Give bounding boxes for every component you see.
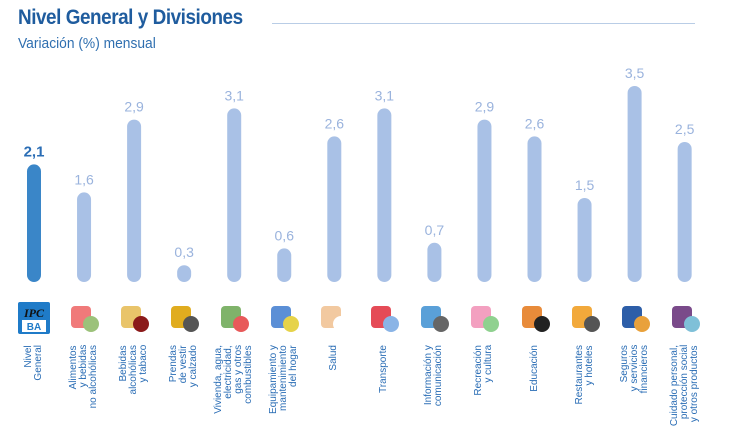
category-label-3: Prendas de vestir y calzado	[168, 345, 200, 388]
category-label-5: Equipamiento y mantenimiento del hogar	[268, 345, 300, 414]
bar-3	[177, 265, 192, 282]
value-label-7: 3,1	[375, 87, 395, 103]
wine-bottles-icon	[116, 300, 152, 336]
bar-2	[127, 119, 142, 282]
bar-7	[377, 108, 392, 283]
groceries-icon	[66, 300, 102, 336]
cutlery-cloche-icon	[567, 300, 603, 336]
category-label-10: Educación	[528, 345, 540, 392]
theater-masks-icon	[466, 300, 502, 336]
value-label-2: 2,9	[124, 99, 144, 115]
hairbrush-cosmetics-icon	[667, 300, 703, 336]
house-paint-icon	[216, 300, 252, 336]
car-plane-icon	[366, 300, 402, 336]
value-label-1: 1,6	[74, 171, 94, 187]
value-label-9: 2,9	[475, 99, 495, 115]
category-label-7: Transporte	[378, 345, 390, 393]
category-label-1: Alimentos y bebidas no alcohólicas	[68, 345, 100, 409]
category-label-13: Cuidado personal, protección social y ot…	[668, 345, 700, 427]
bank-icon	[617, 300, 653, 336]
value-label-12: 3,5	[625, 65, 645, 81]
bar-1	[77, 192, 92, 282]
doctor-icon	[316, 300, 352, 336]
category-label-11: Restaurantes y hoteles	[573, 345, 595, 405]
bar-12	[627, 86, 642, 282]
category-label-2: Bebidas alcohólicas y tabaco	[118, 345, 150, 395]
bar-8	[427, 242, 442, 282]
category-label-8: Información y comunicación	[423, 345, 445, 407]
category-label-4: Vivienda, agua, electricidad, gas y otro…	[213, 345, 255, 414]
title-divider	[272, 23, 695, 24]
value-label-3: 0,3	[174, 244, 194, 260]
jacket-shoe-icon	[166, 300, 202, 336]
category-label-0: Nivel General	[23, 345, 44, 381]
value-label-5: 0,6	[275, 227, 295, 243]
category-label-6: Salud	[328, 345, 340, 371]
computer-phone-icon	[416, 300, 452, 336]
value-label-8: 0,7	[425, 222, 445, 238]
chart-title: Nivel General y Divisiones	[18, 6, 243, 29]
bar-11	[577, 198, 592, 282]
bar-9	[477, 119, 492, 282]
chart-subtitle: Variación (%) mensual	[18, 35, 156, 52]
value-label-6: 2,6	[325, 115, 345, 131]
svg-text:BA: BA	[27, 322, 41, 333]
value-label-11: 1,5	[575, 177, 595, 193]
ipc-logo-icon: IPC BA	[16, 300, 52, 336]
washing-machine-icon	[266, 300, 302, 336]
value-label-0: 2,1	[24, 143, 45, 160]
bar-10	[527, 136, 542, 282]
school-building-icon	[517, 300, 553, 336]
value-label-13: 2,5	[675, 121, 695, 137]
bar-6	[327, 136, 342, 282]
value-label-10: 2,6	[525, 115, 545, 131]
bar-4	[227, 108, 242, 283]
bar-5	[277, 248, 292, 282]
svg-text:IPC: IPC	[23, 306, 45, 320]
bar-0	[27, 164, 41, 282]
category-label-9: Recreación y cultura	[473, 345, 495, 396]
value-label-4: 3,1	[224, 87, 244, 103]
category-label-12: Seguros y servicios financieros	[618, 345, 650, 394]
bar-13	[677, 142, 692, 282]
